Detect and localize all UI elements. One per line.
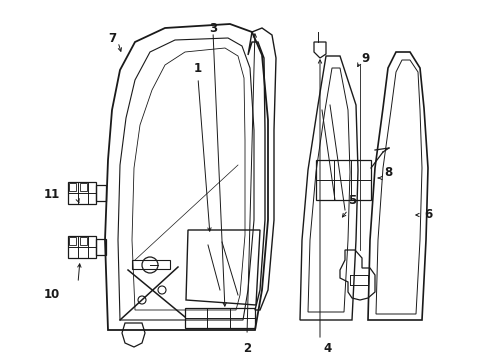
Text: 4: 4 [324, 342, 332, 355]
Text: 11: 11 [44, 189, 60, 202]
Text: 7: 7 [108, 31, 116, 45]
Text: 6: 6 [424, 208, 432, 221]
Text: 1: 1 [194, 62, 202, 75]
Text: 3: 3 [209, 22, 217, 35]
Text: 9: 9 [361, 51, 369, 64]
Text: 5: 5 [348, 194, 356, 207]
Text: 2: 2 [243, 342, 251, 355]
Text: 8: 8 [384, 166, 392, 179]
Text: 10: 10 [44, 288, 60, 302]
